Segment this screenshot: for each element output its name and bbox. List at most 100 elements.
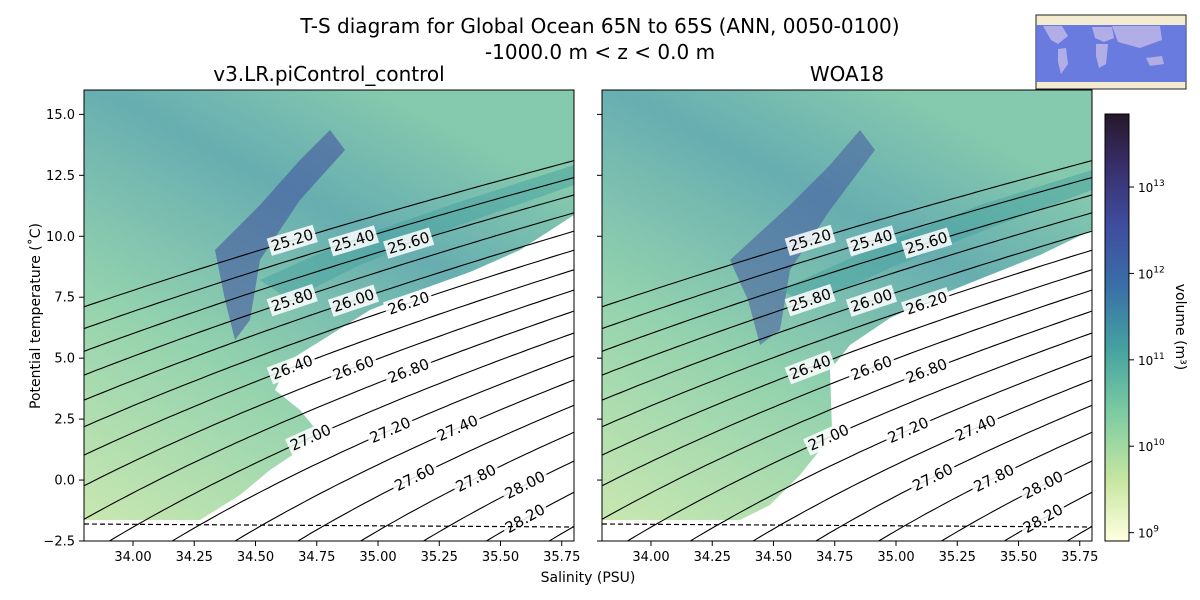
contour-label-bg-left	[327, 284, 380, 317]
density-contour-right	[602, 230, 1092, 401]
axes-frame-left	[83, 89, 575, 542]
contour-label-bg-right	[968, 459, 1020, 497]
freezing-line-right	[601, 523, 1093, 528]
x-tick-label-right: 35.75	[1061, 550, 1098, 565]
density-contour-right	[602, 177, 1092, 330]
contour-label-right: 26.80	[903, 355, 950, 387]
contour-label-right: 26.60	[848, 352, 895, 384]
contour-label-bg-left	[364, 412, 416, 449]
colorbar-gradient	[1104, 113, 1130, 542]
contour-label-bg-left	[389, 458, 441, 497]
contour-label-bg-right	[1017, 498, 1069, 539]
density-contour-left	[84, 310, 574, 520]
colorbar-label: volume (m³)	[1172, 284, 1188, 371]
contour-label-bg-right	[950, 410, 1002, 447]
contour-label-bg-right	[784, 284, 836, 317]
x-tick-label-left: 35.25	[421, 550, 458, 565]
x-tick-label-right: 35.25	[939, 550, 976, 565]
contour-label-bg-left	[266, 224, 318, 256]
contour-label-left: 26.60	[330, 352, 377, 384]
contour-label-left: 27.80	[453, 461, 499, 496]
density-contour-left	[84, 177, 574, 330]
density-contour-right	[602, 289, 1092, 487]
density-contour-right	[602, 212, 1092, 376]
contour-label-bg-right	[882, 412, 934, 449]
contour-label-bg-right	[907, 458, 959, 497]
panel-title-left: v3.LR.piControl_control	[213, 62, 444, 86]
density-contour-right	[602, 160, 1092, 308]
colorbar: 109 1010 1011 1012 1013 volume (m³)	[1104, 113, 1188, 542]
density-contour-left	[84, 212, 574, 376]
contour-label-bg-right	[900, 287, 953, 320]
density-contour-right	[602, 269, 1092, 456]
contour-label-bg-left	[266, 284, 318, 317]
x-axis-label: Salinity (PSU)	[541, 570, 636, 586]
contour-label-left: 28.20	[502, 500, 548, 537]
contour-label-bg-left	[285, 419, 337, 456]
contour-label-bg-left	[382, 353, 435, 389]
colorbar-tick-label: 1011	[1138, 352, 1165, 368]
y-tick-label: 5.0	[54, 352, 75, 367]
x-tick-label-right: 34.75	[816, 550, 853, 565]
x-tick-label-left: 35.50	[482, 550, 519, 565]
density-contour-left	[84, 160, 574, 308]
contour-label-right: 27.40	[952, 411, 999, 445]
density-contour-right	[752, 379, 1092, 541]
panel-title-right: WOA18	[810, 62, 884, 86]
x-tick-label-right: 34.25	[694, 550, 731, 565]
figure-title-line1: T-S diagram for Global Ocean 65N to 65S …	[299, 14, 899, 38]
contour-label-bg-left	[383, 227, 435, 259]
contour-label-left: 26.80	[385, 355, 432, 387]
x-tick-label-right: 35.00	[877, 550, 914, 565]
contour-label-bg-right	[784, 350, 836, 385]
contour-label-left: 27.60	[392, 460, 438, 495]
x-tick-label-left: 34.50	[237, 550, 274, 565]
density-contour-right	[1025, 565, 1092, 600]
axes-frame-right	[601, 89, 1093, 542]
contour-label-bg-left	[499, 466, 551, 505]
x-tick-label-left: 34.75	[298, 550, 335, 565]
colorbar-tick-label: 1013	[1138, 179, 1165, 195]
contour-label-bg-right	[845, 284, 898, 317]
contour-label-left: 27.20	[367, 413, 414, 447]
density-contour-right	[1066, 525, 1092, 541]
contour-label-bg-left	[432, 410, 484, 447]
colorbar-tick-label: 1010	[1138, 438, 1165, 454]
density-contour-left	[548, 525, 574, 541]
density-contour-left	[84, 249, 574, 428]
density-contour-left	[359, 431, 574, 541]
contour-label-bg-left	[327, 351, 380, 386]
freezing-line-left	[83, 523, 575, 528]
y-axis-label: Potential temperature (˚C)	[27, 223, 44, 409]
y-tick-label: −2.5	[43, 535, 75, 550]
x-tick-label-left: 35.00	[359, 550, 396, 565]
density-cloud-left	[84, 90, 574, 520]
contour-label-bg-left	[450, 459, 502, 497]
x-tick-label-left: 35.75	[543, 550, 580, 565]
density-contour-right	[689, 355, 1092, 541]
x-tick-label-left: 34.25	[176, 550, 213, 565]
contour-label-right: 27.20	[885, 413, 932, 447]
density-core-left	[215, 130, 345, 340]
colorbar-tick-label: 1012	[1138, 265, 1165, 281]
y-tick-label: 10.0	[46, 230, 75, 245]
contour-label-right: 27.80	[971, 461, 1017, 496]
y-tick-label: 2.5	[54, 413, 75, 428]
colorbar-tick-label: 109	[1138, 525, 1159, 541]
contour-label-bg-left	[327, 225, 380, 257]
density-contour-right	[602, 310, 1092, 520]
density-cloud-right	[602, 90, 1092, 520]
contour-label-left: 27.40	[434, 411, 481, 445]
contour-label-bg-right	[900, 353, 953, 389]
x-tick-label-right: 34.00	[632, 550, 669, 565]
contour-label-right: 27.60	[910, 460, 956, 495]
contour-label-bg-right	[803, 419, 855, 456]
contour-label-right: 28.00	[1020, 467, 1066, 502]
y-tick-label: 7.5	[54, 291, 75, 306]
contour-label-left: 28.00	[502, 467, 548, 502]
inset-map-continents	[1043, 26, 1164, 74]
contour-label-bg-right	[784, 224, 836, 256]
